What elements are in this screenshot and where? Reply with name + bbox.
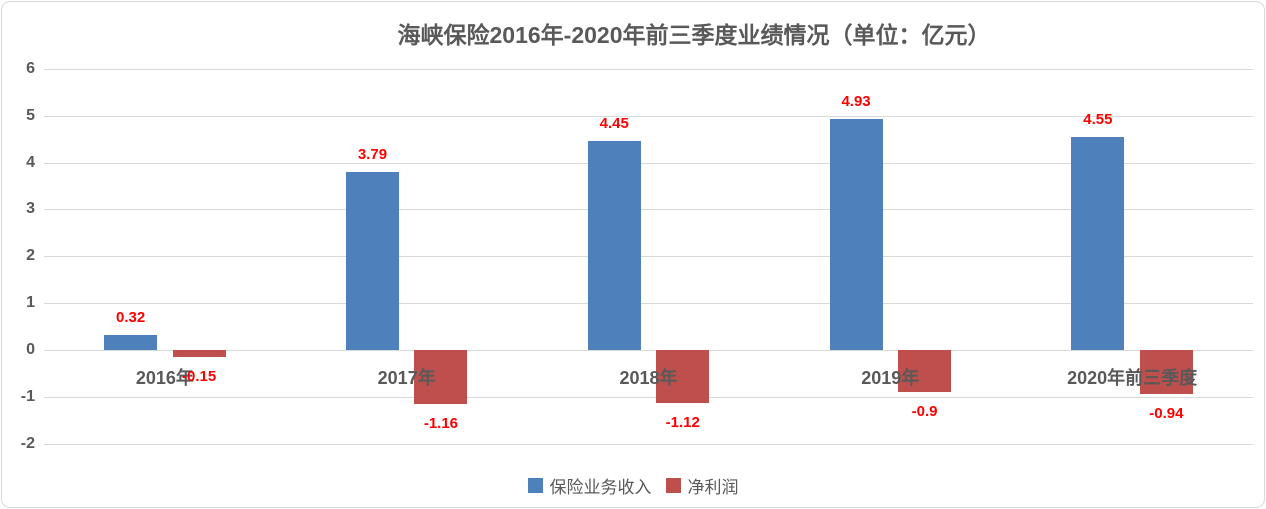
y-axis-tick-label: 2 <box>26 247 35 265</box>
bar-net-profit <box>898 350 952 393</box>
bar-income <box>829 118 883 350</box>
data-label-net-profit: -1.16 <box>423 415 459 433</box>
bar-net-profit <box>1139 350 1193 395</box>
y-axis-tick-label: -1 <box>20 387 35 405</box>
data-label-income: 0.32 <box>116 309 146 326</box>
x-axis-label: 2019年 <box>861 368 920 388</box>
gridline <box>44 68 1253 70</box>
legend-swatch-icon <box>527 478 543 493</box>
y-axis-tick-label: 3 <box>26 200 35 218</box>
x-axis-label: 2017年 <box>377 368 436 388</box>
x-axis-label: 2016年 <box>135 368 194 388</box>
data-label-income: 3.79 <box>357 146 388 164</box>
data-label-net-profit: -0.15 <box>182 368 217 386</box>
y-axis-tick-label: 0 <box>26 341 35 358</box>
gridline <box>44 209 1253 211</box>
bar-net-profit <box>414 350 468 405</box>
bar-net-profit <box>656 350 710 403</box>
bar-income <box>345 172 399 350</box>
gridline <box>44 443 1253 445</box>
data-label-income: 4.93 <box>841 92 871 110</box>
legend-item-net-profit: 净利润 <box>665 473 739 498</box>
gridline <box>44 396 1253 398</box>
y-axis-tick-label: -2 <box>20 434 35 452</box>
gridline <box>44 162 1253 164</box>
gridline <box>44 350 1253 351</box>
y-axis-tick-label: 5 <box>26 106 35 124</box>
gridline <box>44 303 1253 305</box>
data-label-net-profit: -0.94 <box>1149 405 1184 423</box>
legend-item-income: 保险业务收入 <box>527 473 652 498</box>
y-axis-tick-label: 6 <box>26 59 35 77</box>
bar-income <box>587 141 641 350</box>
gridline <box>44 256 1253 258</box>
bar-net-profit <box>172 350 226 358</box>
data-label-income: 4.55 <box>1083 110 1113 128</box>
y-axis-tick-label: 4 <box>26 153 35 171</box>
y-axis-tick-label: 1 <box>26 294 35 312</box>
gridline <box>44 115 1253 117</box>
data-label-net-profit: -1.12 <box>665 413 700 431</box>
legend-swatch-icon <box>665 478 681 493</box>
legend: 保险业务收入 净利润 <box>2 473 1264 498</box>
x-axis-label: 2020年前三季度 <box>1067 368 1198 388</box>
legend-label: 净利润 <box>687 478 739 497</box>
bar-income <box>104 335 158 350</box>
legend-label: 保险业务收入 <box>549 478 652 497</box>
data-label-net-profit: -0.9 <box>911 403 938 421</box>
data-label-income: 4.45 <box>599 115 629 133</box>
bar-income <box>1071 136 1125 350</box>
x-axis-label: 2018年 <box>619 368 678 388</box>
chart-title: 海峡保险2016年-2020年前三季度业绩情况（单位：亿元） <box>397 22 991 48</box>
